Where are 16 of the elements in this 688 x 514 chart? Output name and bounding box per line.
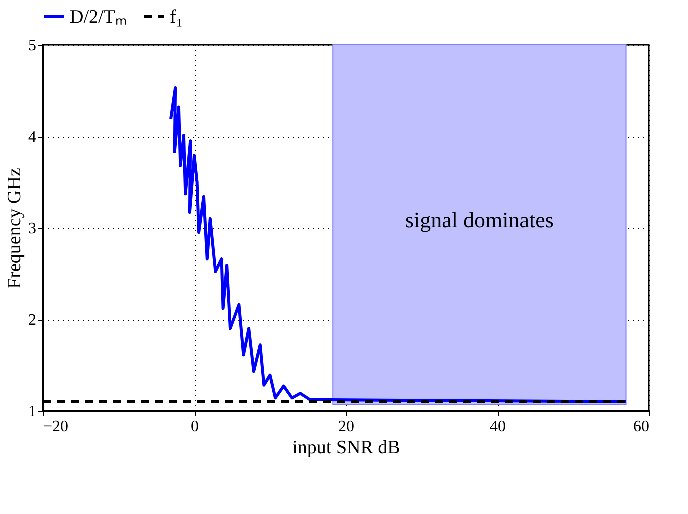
band-label: signal dominates — [405, 208, 554, 233]
legend-label: f₁ — [170, 6, 183, 28]
x-tick-label: 0 — [191, 418, 199, 436]
x-tick-label: 60 — [634, 418, 650, 436]
y-tick-label: 4 — [28, 129, 36, 146]
y-tick-label: 1 — [28, 404, 36, 420]
legend-label: D/2/Tₘ — [70, 6, 128, 28]
y-tick-label: 5 — [28, 38, 36, 54]
x-axis-title: input SNR dB — [292, 438, 400, 458]
line-series — [170, 86, 628, 404]
y-tick-label: 3 — [28, 220, 36, 238]
y-tick-label: 2 — [28, 312, 36, 329]
x-tick-label: 40 — [490, 418, 506, 436]
x-tick-label: −20 — [44, 418, 69, 436]
x-tick-label: 20 — [338, 418, 354, 436]
y-axis-title: Frequency GHz — [4, 168, 26, 289]
